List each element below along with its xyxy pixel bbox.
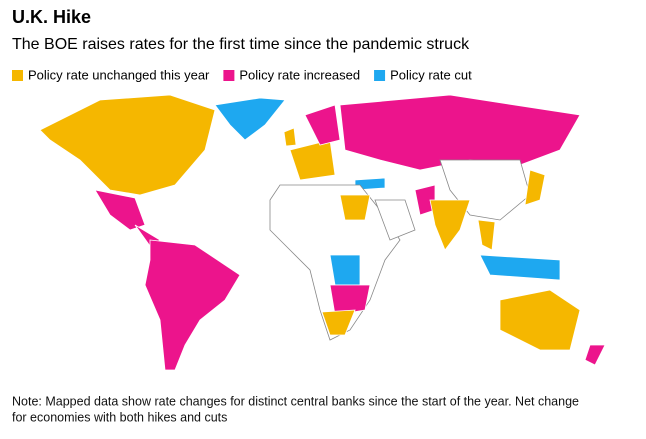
north-america bbox=[39, 94, 216, 196]
south-africa bbox=[321, 309, 356, 336]
legend-swatch bbox=[12, 70, 23, 81]
india bbox=[429, 199, 471, 251]
egypt bbox=[339, 194, 371, 221]
legend: Policy rate unchanged this year Policy ra… bbox=[12, 67, 472, 82]
legend-swatch bbox=[223, 70, 235, 81]
south-america bbox=[144, 239, 241, 371]
russia bbox=[339, 94, 581, 171]
world-map bbox=[39, 94, 606, 371]
uk bbox=[283, 127, 297, 147]
note-line: for economies with both hikes and cuts bbox=[12, 410, 227, 424]
japan bbox=[524, 169, 546, 206]
legend-swatch bbox=[374, 70, 386, 81]
mexico bbox=[94, 189, 146, 231]
indonesia bbox=[479, 254, 561, 281]
greenland bbox=[214, 97, 286, 141]
legend-label: Policy rate unchanged this year bbox=[28, 67, 210, 82]
southeast-asia bbox=[477, 219, 496, 251]
congo bbox=[329, 254, 361, 286]
note-line: Note: Mapped data show rate changes for … bbox=[12, 394, 579, 408]
southern-africa bbox=[329, 284, 371, 316]
title: U.K. Hike bbox=[12, 7, 91, 27]
legend-label: Policy rate cut bbox=[390, 67, 472, 82]
subtitle: The BOE raises rates for the first time … bbox=[12, 36, 470, 53]
legend-label: Policy rate increased bbox=[239, 67, 360, 82]
saudi-arabia bbox=[374, 199, 416, 241]
australia bbox=[499, 289, 581, 351]
new-zealand bbox=[584, 344, 606, 366]
scandinavia bbox=[304, 104, 341, 146]
western-europe bbox=[289, 139, 336, 181]
